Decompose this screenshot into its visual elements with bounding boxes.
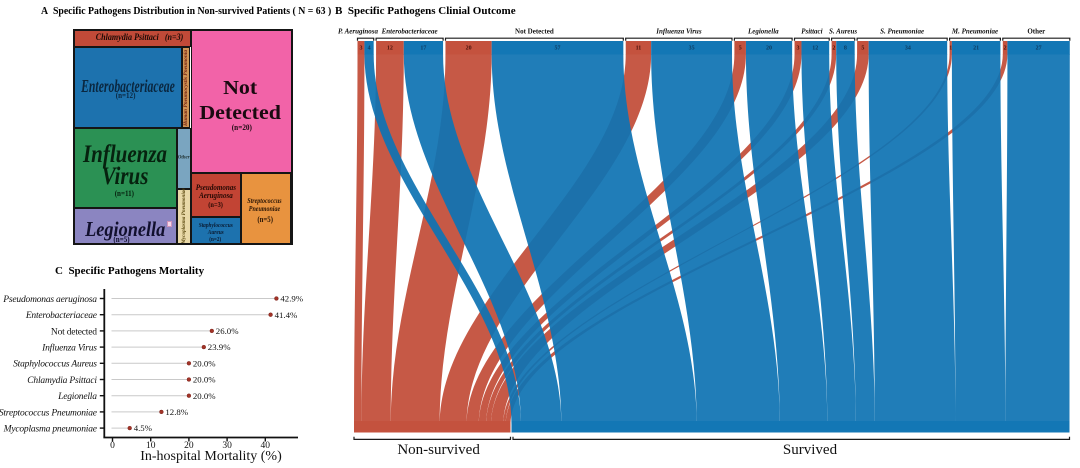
svg-text:Other: Other: [1027, 28, 1045, 36]
svg-text:Not Detected: Not Detected: [515, 28, 554, 36]
svg-text:20.0%: 20.0%: [193, 375, 216, 385]
svg-text:Influenza Virus: Influenza Virus: [41, 343, 97, 354]
svg-text:34: 34: [905, 46, 911, 52]
svg-text:12.8%: 12.8%: [165, 407, 188, 417]
svg-text:Legionella: Legionella: [747, 28, 779, 36]
svg-text:8: 8: [844, 46, 847, 52]
svg-text:41.4%: 41.4%: [275, 310, 298, 320]
svg-text:20.0%: 20.0%: [193, 358, 216, 368]
svg-text:Pseudomonas aeruginosa: Pseudomonas aeruginosa: [2, 295, 97, 305]
svg-text:20.0%: 20.0%: [193, 391, 216, 401]
svg-text:P. Aeruginosa: P. Aeruginosa: [338, 28, 379, 36]
svg-text:3: 3: [797, 46, 800, 52]
svg-text:35: 35: [689, 46, 695, 52]
svg-text:Streptococcus Pneumoniae: Streptococcus Pneumoniae: [0, 408, 97, 418]
svg-text:4: 4: [368, 46, 371, 52]
svg-text:10: 10: [146, 441, 156, 451]
svg-text:4.5%: 4.5%: [134, 423, 153, 433]
svg-text:17: 17: [420, 46, 426, 52]
svg-text:Staphylococcus Aureus: Staphylococcus Aureus: [13, 360, 97, 370]
svg-text:5: 5: [739, 46, 742, 52]
svg-text:42.9%: 42.9%: [280, 294, 303, 304]
svg-text:30: 30: [222, 441, 232, 451]
svg-text:Influenza Virus: Influenza Virus: [655, 28, 702, 36]
svg-text:Psittaci: Psittaci: [801, 28, 822, 36]
svg-text:Enterobacteriaceae: Enterobacteriaceae: [25, 311, 97, 321]
svg-text:S. Aureus: S. Aureus: [829, 28, 857, 36]
svg-text:20: 20: [466, 46, 472, 52]
svg-text:Not detected: Not detected: [51, 327, 97, 337]
svg-text:Mycoplasma pneumoniae: Mycoplasma pneumoniae: [3, 425, 97, 435]
svg-text:12: 12: [387, 46, 393, 52]
svg-text:20: 20: [766, 46, 772, 52]
svg-text:3: 3: [360, 46, 363, 52]
svg-text:21: 21: [973, 46, 979, 52]
svg-text:1: 1: [949, 46, 952, 52]
svg-text:2: 2: [832, 46, 835, 52]
svg-text:11: 11: [636, 46, 642, 52]
svg-text:Non-survived: Non-survived: [397, 442, 480, 458]
svg-text:57: 57: [555, 46, 561, 52]
svg-text:Enterobacteriaceae: Enterobacteriaceae: [381, 28, 438, 36]
svg-text:26.0%: 26.0%: [216, 326, 239, 336]
svg-text:23.9%: 23.9%: [208, 342, 231, 352]
svg-text:12: 12: [812, 46, 818, 52]
svg-text:Chlamydia Psittaci: Chlamydia Psittaci: [27, 376, 97, 386]
svg-text:2: 2: [1004, 46, 1007, 52]
svg-text:20: 20: [184, 441, 194, 451]
svg-text:M. Pneumoniae: M. Pneumoniae: [951, 28, 998, 36]
svg-text:Survived: Survived: [783, 442, 838, 458]
svg-text:In-hospital Mortality (%): In-hospital Mortality (%): [140, 449, 282, 464]
svg-text:Legionella: Legionella: [57, 392, 97, 402]
svg-text:0: 0: [110, 441, 115, 451]
svg-text:5: 5: [861, 46, 864, 52]
svg-text:40: 40: [261, 441, 271, 451]
svg-text:27: 27: [1036, 46, 1042, 52]
svg-text:S. Pneumoniae: S. Pneumoniae: [880, 28, 924, 36]
